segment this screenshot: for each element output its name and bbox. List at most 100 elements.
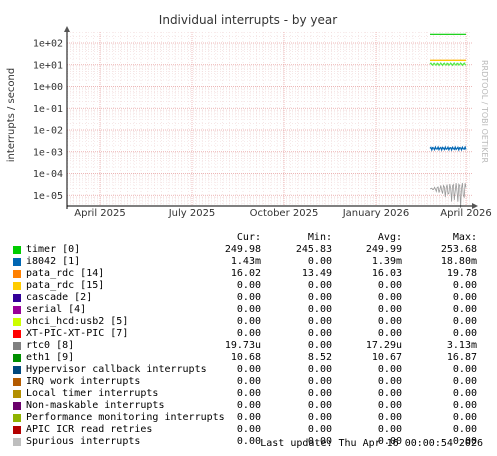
legend-value-min: 0.00 — [307, 292, 332, 303]
legend-value-max: 19.78 — [446, 268, 477, 279]
legend-value-avg: 0.00 — [377, 280, 402, 291]
grid — [67, 32, 472, 206]
legend-value-cur: 0.00 — [236, 436, 261, 447]
legend-value-min: 13.49 — [301, 268, 332, 279]
legend-row: Non-maskable interrupts 0.00 0.00 0.00 0.00 — [0, 400, 497, 412]
legend-value-cur: 0.00 — [236, 280, 261, 291]
legend-value-cur: 19.73u — [224, 340, 261, 351]
legend-value-min: 0.00 — [307, 256, 332, 267]
legend-row: i8042 [1] 1.43m 0.00 1.39m 18.80m — [0, 256, 497, 268]
legend-value-avg: 16.03 — [371, 268, 402, 279]
y-tick-labels: 1e+02 1e+01 1e+00 1e-01 1e-02 1e-03 1e-04 1e-05 — [33, 39, 63, 202]
legend-value-avg: 17.29u — [365, 340, 402, 351]
legend-value-min: 0.00 — [307, 436, 332, 447]
y-tick-label: 1e+00 — [33, 82, 63, 93]
legend-value-max: 16.87 — [446, 352, 477, 363]
legend-value-min: 0.00 — [307, 340, 332, 351]
legend-row: APIC ICR read retries 0.00 0.00 0.00 0.00 — [0, 424, 497, 436]
legend-value-min: 0.00 — [307, 328, 332, 339]
header-max: Max: — [452, 232, 477, 243]
x-tick-labels: April 2025 July 2025 October 2025 January 2… — [74, 208, 491, 219]
legend-swatch — [13, 246, 21, 254]
legend-swatch — [13, 258, 21, 266]
x-tick-label: April 2025 — [74, 208, 125, 219]
legend-value-max: 0.00 — [452, 304, 477, 315]
y-tick-label: 1e-05 — [33, 191, 63, 202]
legend-value-avg: 0.00 — [377, 304, 402, 315]
legend-value-min: 0.00 — [307, 316, 332, 327]
legend-series-name: serial [4] — [26, 304, 87, 315]
legend-value-avg: 0.00 — [377, 412, 402, 423]
series-line-5 — [429, 182, 467, 209]
legend-value-min: 8.52 — [307, 352, 332, 363]
legend-series-name: APIC ICR read retries — [26, 424, 153, 435]
legend-row: Hypervisor callback interrupts 0.00 0.00 0.… — [0, 364, 497, 376]
header-avg: Avg: — [377, 232, 402, 243]
legend-row: pata_rdc [14] 16.02 13.49 16.03 19.78 — [0, 268, 497, 280]
legend-series-name: XT-PIC-XT-PIC [7] — [26, 328, 129, 339]
legend-value-avg: 0.00 — [377, 376, 402, 387]
legend-series-name: pata_rdc [15] — [26, 280, 105, 291]
legend-value-min: 0.00 — [307, 388, 332, 399]
legend-value-avg: 0.00 — [377, 436, 402, 447]
legend-value-min: 0.00 — [307, 304, 332, 315]
legend-swatch — [13, 426, 21, 434]
legend-value-max: 18.80m — [440, 256, 477, 267]
legend-value-avg: 0.00 — [377, 400, 402, 411]
legend-swatch — [13, 390, 21, 398]
legend-swatch — [13, 318, 21, 326]
axes — [64, 26, 478, 209]
legend-swatch — [13, 270, 21, 278]
legend-value-cur: 0.00 — [236, 328, 261, 339]
legend-series-name: rtc0 [8] — [26, 340, 75, 351]
legend-swatch — [13, 366, 21, 374]
watermark-text: RRDTOOL / TOBI OETIKER — [480, 60, 489, 163]
legend-swatch — [13, 306, 21, 314]
legend-series-name: Spurious interrupts — [26, 436, 141, 447]
series-line-4 — [429, 145, 467, 152]
legend-value-min: 0.00 — [307, 376, 332, 387]
legend-swatch — [13, 402, 21, 410]
legend-series-name: Hypervisor callback interrupts — [26, 364, 207, 375]
y-tick-label: 1e-04 — [33, 169, 63, 180]
legend-series-name: ohci_hcd:usb2 [5] — [26, 316, 129, 327]
series-line-3 — [429, 62, 467, 67]
legend-series-name: IRQ work interrupts — [26, 376, 141, 387]
legend-value-avg: 1.39m — [371, 256, 402, 267]
legend-row: pata_rdc [15] 0.00 0.00 0.00 0.00 — [0, 280, 497, 292]
legend-swatch — [13, 342, 21, 350]
legend-value-min: 0.00 — [307, 424, 332, 435]
y-tick-label: 1e-01 — [33, 104, 63, 115]
x-tick-label: July 2025 — [168, 208, 216, 219]
legend-row: XT-PIC-XT-PIC [7] 0.00 0.00 0.00 0.00 — [0, 328, 497, 340]
legend-value-cur: 0.00 — [236, 364, 261, 375]
legend-row: IRQ work interrupts 0.00 0.00 0.00 0.00 — [0, 376, 497, 388]
legend-value-avg: 0.00 — [377, 388, 402, 399]
legend-value-cur: 0.00 — [236, 424, 261, 435]
legend-row: cascade [2] 0.00 0.00 0.00 0.00 — [0, 292, 497, 304]
legend-value-min: 245.83 — [295, 244, 332, 255]
x-tick-label: October 2025 — [250, 208, 319, 219]
legend-row: Local timer interrupts 0.00 0.00 0.00 0.00 — [0, 388, 497, 400]
plot-lines — [429, 33, 467, 209]
legend-row: eth1 [9] 10.68 8.52 10.67 16.87 — [0, 352, 497, 364]
legend-value-max: 0.00 — [452, 364, 477, 375]
x-tick-label: April 2026 — [440, 208, 491, 219]
legend-value-cur: 16.02 — [230, 268, 261, 279]
legend-value-max: 0.00 — [452, 292, 477, 303]
legend-value-cur: 0.00 — [236, 304, 261, 315]
legend-value-max: 0.00 — [452, 280, 477, 291]
header-min: Min: — [307, 232, 332, 243]
legend-series-name: Non-maskable interrupts — [26, 400, 165, 411]
legend-series-name: pata_rdc [14] — [26, 268, 105, 279]
y-axis-label: interrupts / second — [6, 68, 17, 162]
y-tick-label: 1e-02 — [33, 126, 63, 137]
legend-value-avg: 0.00 — [377, 328, 402, 339]
legend-value-avg: 0.00 — [377, 424, 402, 435]
y-tick-label: 1e-03 — [33, 147, 63, 158]
legend-value-max: 0.00 — [452, 436, 477, 447]
legend-value-max: 0.00 — [452, 328, 477, 339]
legend-series-name: eth1 [9] — [26, 352, 75, 363]
legend-series-name: cascade [2] — [26, 292, 93, 303]
last-update: Last update: Thu Apr 16 00:00:54 2026 — [260, 438, 483, 449]
